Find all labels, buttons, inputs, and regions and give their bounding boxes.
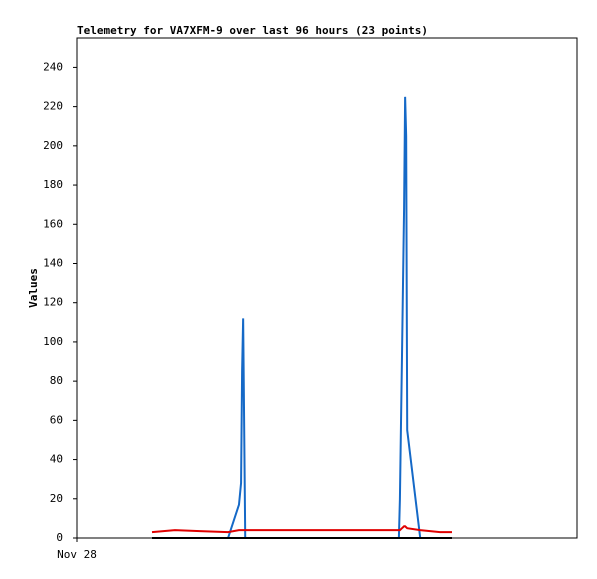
y-tick-label: 160 <box>43 217 63 230</box>
y-tick-label: 220 <box>43 100 63 113</box>
y-tick-label: 80 <box>50 374 63 387</box>
y-axis-label: Values <box>27 268 40 308</box>
y-tick-label: 180 <box>43 178 63 191</box>
series-line <box>151 525 452 534</box>
y-tick-label: 40 <box>50 453 63 466</box>
y-tick-label: 240 <box>43 60 63 73</box>
y-tick-label: 120 <box>43 296 63 309</box>
y-tick-label: 60 <box>50 413 63 426</box>
x-tick-label: Nov 28 <box>57 548 97 561</box>
y-tick-label: 100 <box>43 335 63 348</box>
y-tick-label: 0 <box>56 531 63 544</box>
y-tick-label: 140 <box>43 256 63 269</box>
y-tick-label: 20 <box>50 492 63 505</box>
y-tick-label: 200 <box>43 139 63 152</box>
chart-title: Telemetry for VA7XFM-9 over last 96 hour… <box>77 24 428 37</box>
